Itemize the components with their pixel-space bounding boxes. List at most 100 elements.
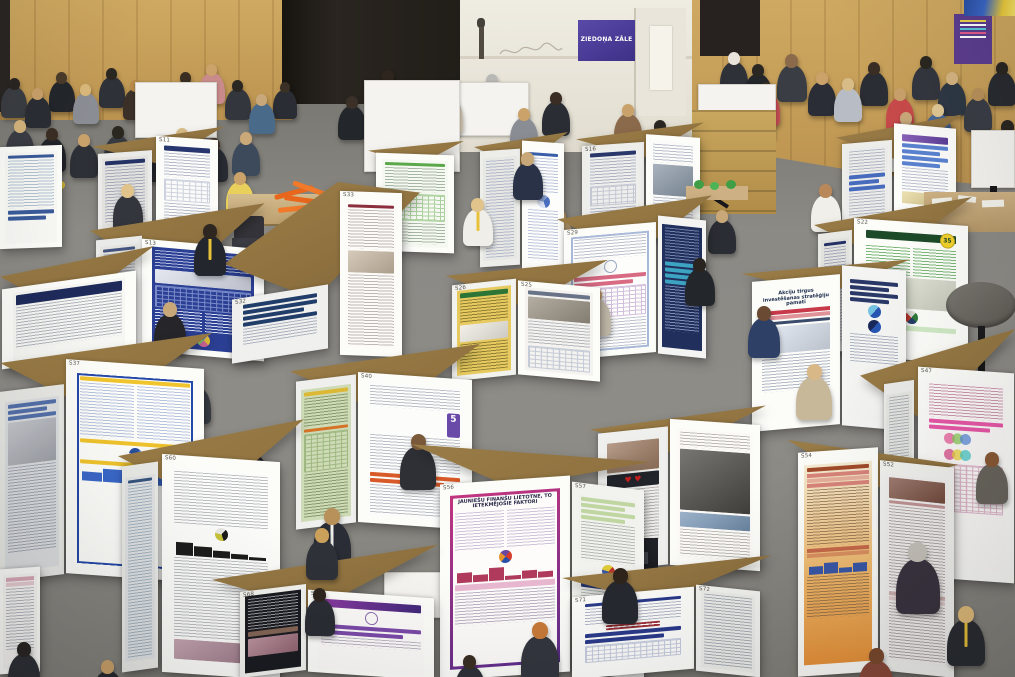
poster-item-grid	[303, 429, 349, 473]
person-head	[202, 224, 217, 239]
person	[974, 452, 1010, 512]
poster-id-s37: S37	[69, 360, 81, 368]
person-torso	[987, 71, 1015, 107]
poster-item-lines	[7, 159, 55, 209]
poster-s68	[245, 589, 301, 674]
person-head	[280, 82, 290, 93]
person-head	[313, 588, 327, 602]
person	[272, 82, 298, 125]
banner-line	[960, 28, 986, 30]
person	[461, 198, 495, 254]
banner-line	[960, 36, 986, 38]
stand-face: S25	[518, 280, 600, 382]
person	[453, 655, 487, 677]
person	[68, 134, 99, 186]
person-torso	[454, 665, 486, 677]
person	[72, 84, 101, 131]
person-torso	[337, 105, 367, 141]
person-head	[531, 622, 548, 639]
paper	[981, 199, 1005, 208]
stand-face	[0, 384, 64, 582]
poster-item-grid	[527, 345, 591, 374]
person-torso	[99, 76, 125, 109]
person	[336, 96, 367, 148]
poster-id-s33: S33	[343, 192, 355, 199]
person-torso	[1, 86, 27, 119]
person-torso	[833, 87, 863, 123]
poster-item-lines	[174, 470, 268, 529]
poster-item-img	[888, 476, 946, 504]
chair-seat	[232, 238, 268, 248]
person-head	[13, 120, 26, 133]
person-torso	[73, 92, 99, 125]
poster-item-chips	[849, 172, 885, 192]
poster-stand-s56-s57: JAUNIEŠU FINANŠU LIETOTNE, TO IETEKMĒJOŠ…	[396, 424, 650, 677]
poster-item-lines	[347, 274, 395, 346]
person-head	[815, 72, 828, 85]
poster	[124, 474, 156, 662]
person-torso	[7, 653, 41, 677]
poster-item-badge: 35	[939, 233, 955, 250]
person-head	[957, 606, 974, 623]
person-torso	[225, 88, 251, 121]
poster-item-lines	[248, 593, 298, 630]
stand-face: S68	[240, 583, 306, 677]
poster-stand-purple-back	[836, 112, 962, 240]
poster-item-lines	[807, 572, 869, 620]
poster-stand-s11: S11	[92, 122, 224, 235]
green-object	[726, 180, 736, 189]
person-head	[612, 568, 628, 584]
person-torso	[193, 235, 227, 277]
person-head	[521, 152, 535, 166]
person	[775, 54, 809, 110]
person-lanyard	[330, 523, 334, 550]
person-head	[995, 62, 1008, 75]
poster-id-s40: S40	[361, 373, 373, 380]
poster-column	[455, 510, 504, 552]
poster-stand-green-back	[368, 136, 464, 258]
poster	[300, 383, 352, 522]
person-torso	[249, 102, 275, 135]
wall-edge-dark-left	[0, 0, 10, 112]
poster-id-s29: S29	[567, 229, 579, 237]
person	[910, 56, 941, 108]
poster-stand-s16: S16	[576, 120, 704, 240]
person	[192, 224, 228, 284]
person-torso	[602, 580, 638, 625]
poster-stand-akciju: Akciju tirgus investēšanas stratēģiju pa…	[738, 256, 910, 434]
person-head	[819, 184, 833, 198]
poster-item-img	[248, 632, 298, 658]
person	[706, 210, 737, 262]
person-lanyard	[208, 237, 212, 260]
table-top	[686, 186, 748, 200]
hall-sign: ZIEDOŅA ZĀLE	[578, 20, 635, 61]
poster-id-s52: S52	[883, 461, 895, 469]
poster-item-lines	[527, 320, 591, 350]
person	[795, 364, 834, 429]
wall-signature-art	[499, 42, 563, 55]
poster-id-s71: S71	[575, 597, 587, 605]
person-torso	[975, 463, 1009, 505]
person-head	[463, 655, 477, 669]
person-torso	[462, 208, 494, 247]
person-head	[256, 94, 268, 106]
wall-ledge-line	[460, 56, 692, 59]
poster-item-lines	[347, 209, 395, 250]
poster-item-img	[8, 417, 56, 467]
banner-line	[960, 20, 986, 22]
stand-face	[0, 144, 62, 250]
person	[519, 622, 561, 677]
person-torso	[400, 446, 436, 491]
statue-silhouette	[477, 18, 485, 28]
person	[0, 78, 28, 125]
poster-item-rows	[807, 470, 869, 489]
poster-item-hdr	[7, 154, 55, 159]
person-torso	[807, 81, 837, 117]
person	[601, 568, 640, 633]
stand-face	[296, 374, 356, 530]
display-board-back	[971, 130, 1015, 188]
stand-face: S33	[340, 190, 402, 358]
person	[962, 88, 993, 140]
person	[945, 606, 987, 675]
